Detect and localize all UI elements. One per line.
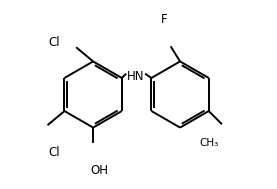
Text: OH: OH [91, 164, 109, 177]
Text: F: F [161, 13, 167, 26]
Text: Cl: Cl [48, 36, 60, 49]
Text: CH₃: CH₃ [200, 138, 219, 148]
Text: HN: HN [127, 70, 144, 83]
Text: Cl: Cl [48, 146, 60, 159]
